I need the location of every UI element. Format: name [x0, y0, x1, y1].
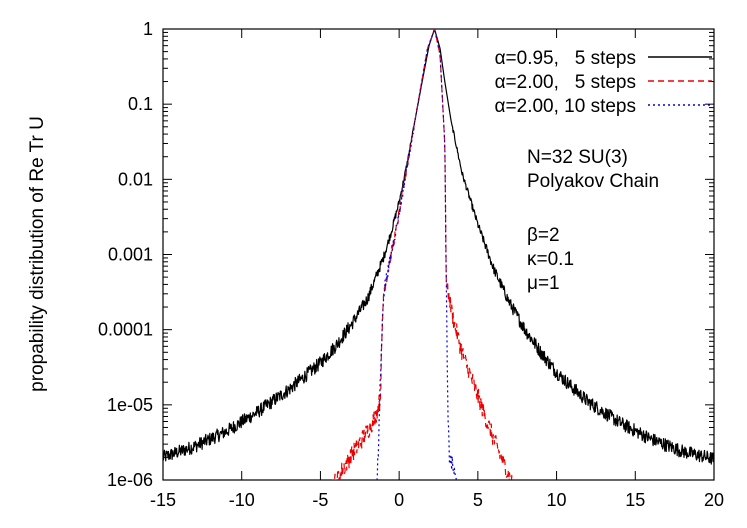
axis-tick-labels: -15 -10 -5 0 5 10 15 20 1 0.1 0.01 0.001 0.0001 1e-05… [98, 19, 724, 510]
annotation-line-4: κ=0.1 [527, 249, 574, 270]
x-tick-label: -5 [312, 490, 328, 510]
axis-ticks [162, 28, 715, 481]
annotation-line-1: N=32 SU(3) [527, 147, 628, 168]
y-tick-label: 0.1 [128, 94, 153, 114]
annotation-block: N=32 SU(3) Polyakov Chain β=2 κ=0.1 μ=1 [527, 147, 659, 294]
legend: α=0.95, 5 steps α=2.00, 5 steps α=2.00, 10… [495, 48, 712, 117]
y-tick-label: 1e-06 [107, 470, 153, 490]
y-tick-label: 1 [143, 19, 153, 39]
x-tick-label: 5 [473, 490, 483, 510]
x-tick-label: -10 [229, 490, 255, 510]
legend-label-2: α=2.00, 5 steps [495, 72, 636, 93]
y-tick-label: 0.0001 [98, 320, 153, 340]
y-tick-label: 0.01 [118, 169, 153, 189]
x-tick-label: 20 [704, 490, 724, 510]
x-tick-label: 15 [625, 490, 645, 510]
x-tick-label: 0 [394, 490, 404, 510]
annotation-line-5: μ=1 [527, 273, 560, 294]
series-layer [163, 29, 714, 480]
series-line-2 [332, 29, 513, 480]
x-tick-label: -15 [150, 490, 176, 510]
annotation-line-2: Polyakov Chain [527, 171, 659, 192]
legend-label-1: α=0.95, 5 steps [495, 48, 636, 69]
y-tick-label: 0.001 [108, 245, 153, 265]
series-line-1 [163, 29, 714, 465]
annotation-line-3: β=2 [527, 225, 560, 246]
y-tick-label: 1e-05 [107, 395, 153, 415]
legend-label-3: α=2.00, 10 steps [495, 96, 636, 117]
series-line-3 [376, 29, 457, 480]
x-tick-label: 10 [547, 490, 567, 510]
y-axis-label: propability distribution of Re Tr U [27, 116, 48, 392]
